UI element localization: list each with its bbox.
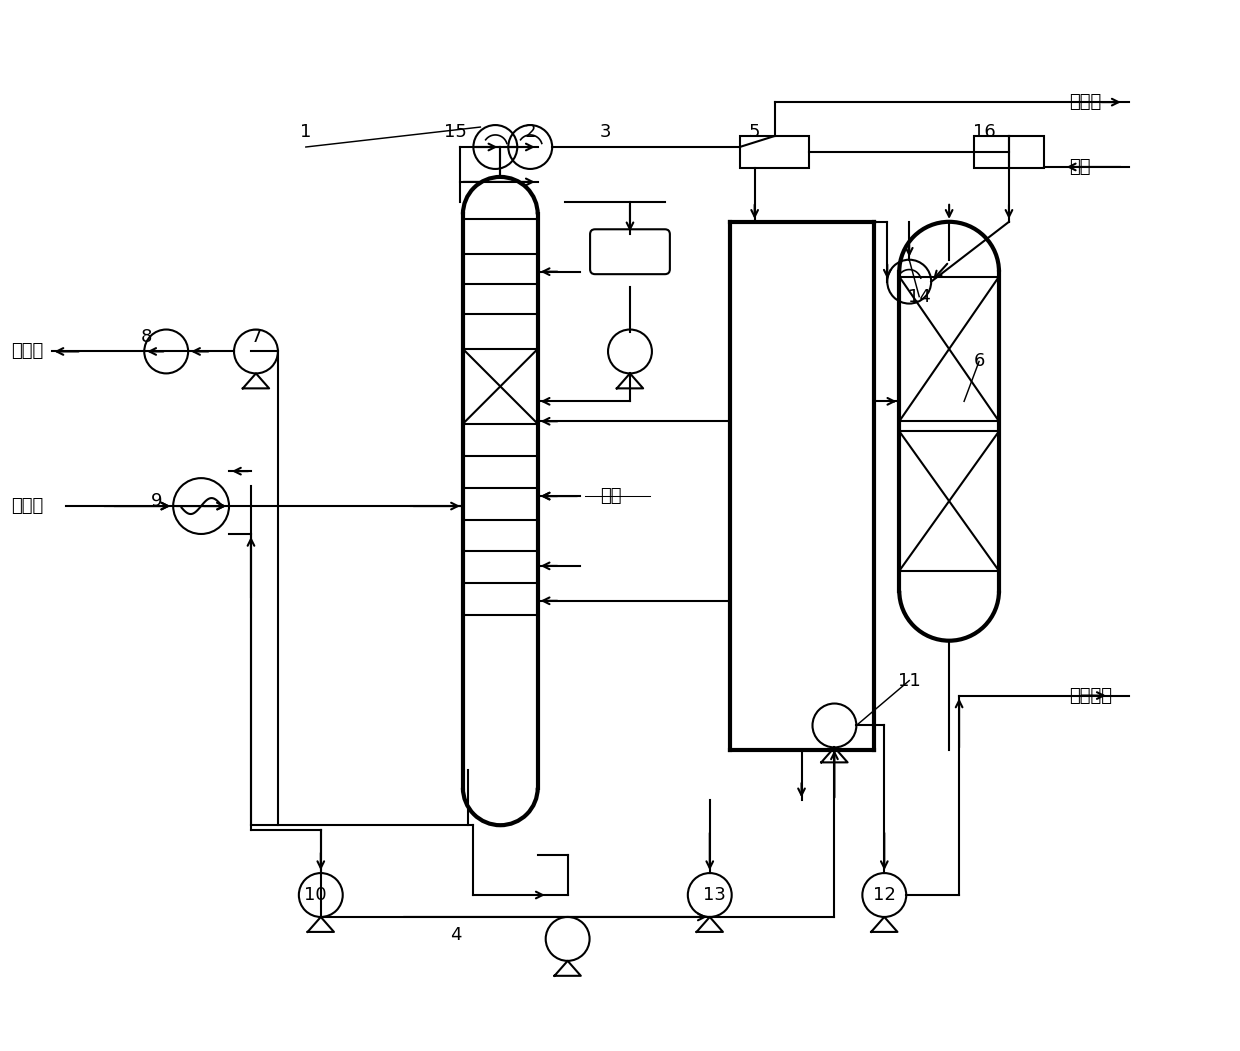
Text: 13: 13 (703, 886, 727, 904)
Text: 新氢: 新氢 (1069, 158, 1090, 176)
Text: 9: 9 (150, 492, 162, 510)
Text: 8: 8 (140, 328, 153, 346)
Text: 3: 3 (599, 123, 611, 141)
Text: 11: 11 (898, 672, 920, 689)
Text: 15: 15 (444, 123, 467, 141)
Text: 12: 12 (873, 886, 895, 904)
Text: 14: 14 (908, 288, 931, 306)
Text: 16: 16 (972, 123, 996, 141)
Text: 5: 5 (749, 123, 760, 141)
Text: 10: 10 (305, 886, 327, 904)
Text: 1: 1 (300, 123, 311, 141)
Text: 异辛烷: 异辛烷 (11, 343, 43, 360)
Text: 4: 4 (450, 926, 461, 944)
Text: 6: 6 (973, 352, 985, 370)
Bar (975, 136, 1044, 168)
Text: 弛放气: 弛放气 (1069, 94, 1101, 111)
Text: 重油产品: 重油产品 (1069, 686, 1112, 704)
Text: 7: 7 (250, 328, 262, 346)
Bar (740, 136, 810, 168)
Text: 2: 2 (525, 123, 536, 141)
Text: 叠合油: 叠合油 (11, 497, 43, 515)
Text: 新氢: 新氢 (600, 487, 621, 506)
